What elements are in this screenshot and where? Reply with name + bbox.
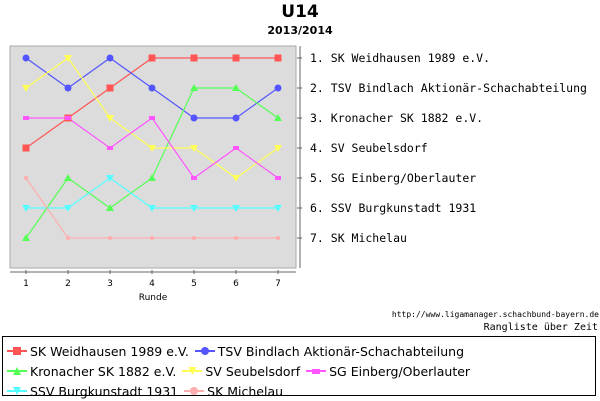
data-point-4 [23, 116, 29, 120]
legend-label: SK Michelau [207, 383, 284, 399]
data-point-5 [232, 205, 240, 212]
x-tick-label: 1 [23, 279, 29, 289]
data-point-5 [274, 205, 282, 212]
data-point-4 [275, 176, 281, 180]
rank-label: 5. SG Einberg/Oberlauter [310, 171, 476, 185]
legend-symbol [7, 365, 27, 377]
data-point-2 [64, 174, 72, 181]
data-point-6 [149, 235, 155, 241]
data-point-6 [23, 175, 29, 181]
data-point-2 [274, 114, 282, 121]
legend-item: Kronacher SK 1882 e.V. [7, 364, 176, 379]
x-tick-label: 6 [233, 279, 239, 289]
data-point-2 [232, 84, 240, 91]
data-point-1 [64, 84, 72, 92]
x-axis-label: Runde [139, 293, 168, 303]
legend-symbol [7, 385, 27, 397]
data-point-2 [22, 234, 30, 241]
data-point-6 [275, 235, 281, 241]
data-point-1 [274, 84, 282, 92]
data-point-0 [274, 54, 282, 62]
plot-area [9, 45, 297, 269]
chart-subtitle: 2013/2014 [267, 24, 333, 37]
legend-item: SSV Burgkunstadt 1931 [7, 384, 178, 399]
data-point-5 [190, 205, 198, 212]
data-point-2 [190, 84, 198, 91]
rank-label: 4. SV Seubelsdorf [310, 141, 428, 155]
rank-label: 1. SK Weidhausen 1989 e.V. [310, 51, 490, 65]
x-tick-label: 7 [275, 279, 281, 289]
legend-symbol [184, 385, 205, 397]
data-point-2 [148, 174, 156, 181]
data-point-6 [65, 235, 71, 241]
legend: SK Weidhausen 1989 e.V. TSV Bindlach Akti… [2, 336, 596, 399]
legend-row: Kronacher SK 1882 e.V. SV Seubelsdorf SG E… [7, 361, 591, 381]
legend-symbol [182, 365, 203, 377]
data-point-1 [106, 54, 114, 62]
data-point-3 [64, 55, 72, 62]
rank-label: 7. SK Michelau [310, 231, 407, 245]
data-point-3 [22, 85, 30, 92]
x-tick-label: 4 [149, 279, 155, 289]
data-point-1 [22, 54, 30, 62]
rank-label: 3. Kronacher SK 1882 e.V. [310, 111, 483, 125]
data-point-4 [233, 146, 239, 150]
rank-label: 2. TSV Bindlach Aktionär-Schachabteilung [310, 81, 587, 95]
legend-symbol [306, 365, 327, 377]
data-point-6 [191, 235, 197, 241]
legend-label: SV Seubelsdorf [205, 363, 301, 379]
data-point-0 [232, 54, 240, 62]
x-tick-label: 3 [107, 279, 113, 289]
data-point-5 [64, 205, 72, 212]
legend-row: SSV Burgkunstadt 1931 SK Michelau [7, 381, 591, 401]
data-point-5 [106, 175, 114, 182]
data-point-6 [233, 235, 239, 241]
data-point-0 [106, 84, 114, 92]
legend-symbol [194, 345, 215, 357]
legend-label: Kronacher SK 1882 e.V. [30, 363, 177, 379]
legend-label: TSV Bindlach Aktionär-Schachabteilung [217, 343, 465, 359]
data-point-4 [191, 176, 197, 180]
rank-chart: 1 2 3 4 5 6 7 Runde 1. SK Weidhausen 1989 e.V. 2.… [9, 45, 587, 303]
data-point-1 [148, 84, 156, 92]
legend-item: SK Michelau [184, 384, 283, 399]
data-point-3 [274, 145, 282, 152]
legend-label: SSV Burgkunstadt 1931 [30, 383, 179, 399]
data-point-3 [232, 175, 240, 182]
legend-item: TSV Bindlach Aktionär-Schachabteilung [194, 343, 465, 359]
data-point-1 [190, 114, 198, 122]
data-point-0 [190, 54, 198, 62]
data-point-0 [22, 144, 30, 152]
data-point-0 [148, 54, 156, 62]
data-point-4 [107, 146, 113, 150]
x-tick-label: 2 [65, 279, 71, 289]
legend-item: SK Weidhausen 1989 e.V. [7, 344, 189, 359]
data-point-4 [149, 116, 155, 120]
data-point-5 [148, 205, 156, 212]
data-point-3 [106, 115, 114, 122]
source-url[interactable]: http://www.ligamanager.schachbund-bayern… [391, 310, 599, 319]
legend-item: SV Seubelsdorf [182, 364, 300, 379]
data-point-1 [232, 114, 240, 122]
legend-label: SK Weidhausen 1989 e.V. [30, 343, 189, 359]
data-point-5 [22, 205, 30, 212]
legend-symbol [7, 345, 27, 357]
rank-label: 6. SSV Burgkunstadt 1931 [310, 201, 476, 215]
legend-item: SG Einberg/Oberlauter [306, 364, 470, 379]
x-tick-label: 5 [191, 279, 197, 289]
chart-caption: Rangliste über Zeit [483, 322, 598, 333]
data-point-2 [106, 204, 114, 211]
chart-title: U14 [281, 2, 319, 22]
data-point-4 [65, 116, 71, 120]
data-point-3 [190, 145, 198, 152]
data-point-3 [148, 145, 156, 152]
data-point-6 [107, 235, 113, 241]
legend-label: SG Einberg/Oberlauter [329, 363, 471, 379]
legend-row: SK Weidhausen 1989 e.V. TSV Bindlach Akti… [7, 341, 591, 361]
